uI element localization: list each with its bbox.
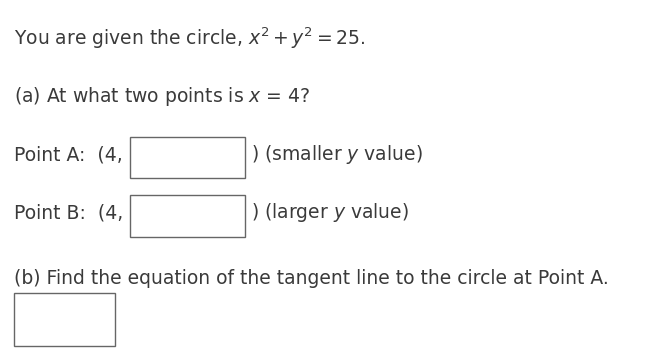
Text: Point A:  (4,: Point A: (4, [14,145,123,164]
Text: Point B:  (4,: Point B: (4, [14,203,124,222]
Bar [130,195,244,237]
Bar [14,293,115,346]
Text: (b) Find the equation of the tangent line to the circle at Point A.: (b) Find the equation of the tangent lin… [14,269,609,288]
Text: You are given the circle, $x^2 + y^2 = 25.$: You are given the circle, $x^2 + y^2 = 2… [14,25,366,51]
Bar [130,136,244,178]
Text: (a) At what two points is $x$ = 4?: (a) At what two points is $x$ = 4? [14,85,310,108]
Text: ) (larger $y$ value): ) (larger $y$ value) [251,201,409,225]
Text: ) (smaller $y$ value): ) (smaller $y$ value) [251,143,422,166]
